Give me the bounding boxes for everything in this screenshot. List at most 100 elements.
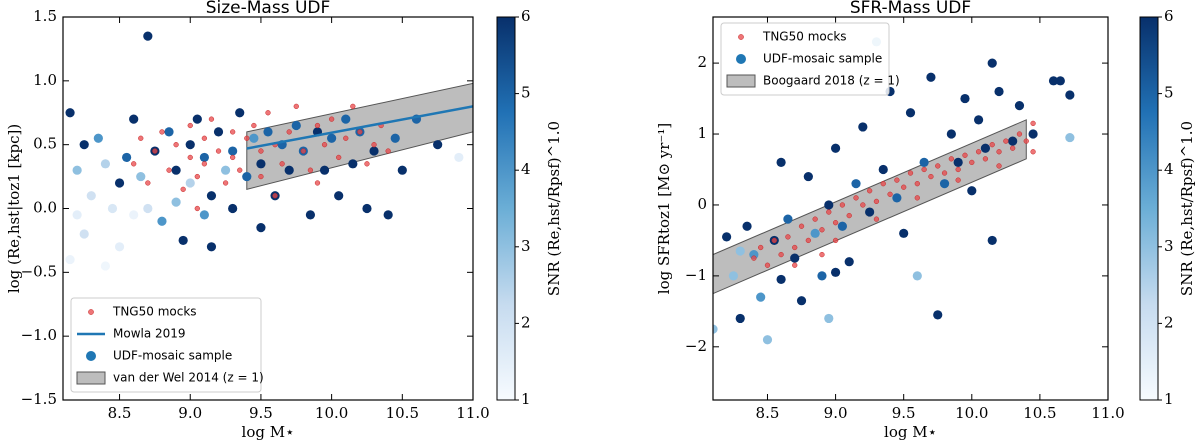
y-tick-label: 2	[697, 53, 707, 71]
legend-box	[70, 297, 262, 393]
tng-point	[328, 116, 335, 122]
tng-point	[798, 223, 805, 229]
y-tick-label: 1.0	[33, 71, 57, 89]
udf-point	[341, 114, 351, 124]
udf-point	[837, 221, 847, 231]
tng-point	[286, 129, 292, 135]
legend-marker	[738, 34, 744, 40]
udf-point	[713, 324, 718, 334]
udf-point	[65, 108, 75, 118]
colorbar-label: SNR (Re,hst/Rpsf)^1.0	[545, 121, 563, 296]
udf-point	[933, 310, 943, 320]
y-tick-label: 1	[697, 124, 707, 142]
legend: TNG50 mocks UDF-mosaic sample Boogaard 201…	[720, 22, 900, 96]
tng-point	[764, 262, 771, 268]
legend-box	[720, 22, 890, 96]
udf-point	[362, 203, 372, 214]
udf-point	[79, 140, 89, 150]
tng-point	[928, 173, 934, 180]
udf-point	[892, 193, 902, 203]
x-tick-label: 9.5	[892, 404, 916, 422]
tng-point	[1016, 131, 1023, 137]
tng-point	[839, 202, 846, 208]
x-tick-label: 10.5	[1023, 404, 1056, 422]
tng-point	[180, 186, 186, 193]
udf-point	[926, 72, 936, 82]
udf-point	[824, 313, 834, 324]
udf-point	[946, 129, 956, 139]
tng-point	[935, 163, 941, 169]
tng-point	[194, 205, 200, 212]
udf-point	[79, 229, 89, 239]
legend-marker	[736, 54, 746, 64]
tng-point	[1003, 138, 1009, 144]
tng-point	[215, 148, 222, 154]
tng-point	[1030, 149, 1036, 155]
udf-point	[100, 261, 111, 271]
tng-point	[914, 195, 920, 201]
udf-point	[905, 108, 916, 118]
colorbar	[1139, 16, 1159, 401]
udf-point	[919, 157, 929, 167]
tng-point	[194, 173, 200, 180]
udf-point	[742, 221, 752, 231]
y-tick-label: 0.0	[33, 199, 57, 217]
udf-point	[967, 186, 977, 196]
udf-point	[878, 164, 888, 175]
tng-point	[300, 148, 306, 154]
legend-label: Boogaard 2018 (z = 1)	[763, 74, 900, 88]
tng-point	[812, 216, 818, 222]
udf-point	[817, 271, 827, 281]
udf-point	[858, 122, 868, 132]
udf-point	[192, 114, 202, 124]
tng-point	[201, 135, 208, 141]
colorbar-tick-label: 4	[521, 160, 531, 178]
x-tick-label: 10.0	[315, 404, 348, 422]
udf-point	[327, 133, 337, 143]
y-tick-label: −0.5	[21, 262, 57, 280]
chart-title: Size-Mass UDF	[206, 0, 331, 18]
colorbar-tick-label: 3	[1164, 237, 1174, 255]
tng-point	[244, 135, 250, 141]
tng-point	[914, 181, 920, 187]
udf-point	[235, 108, 245, 118]
tng-point	[955, 166, 961, 173]
tng-point	[1023, 138, 1029, 144]
udf-point	[206, 191, 217, 201]
udf-point	[185, 140, 195, 150]
legend-label: TNG50 mocks	[112, 305, 197, 319]
tng-point	[975, 149, 982, 155]
udf-point	[1065, 90, 1075, 100]
udf-point	[865, 207, 875, 217]
legend-marker	[88, 309, 94, 315]
tng-point	[230, 154, 236, 161]
tng-point	[350, 103, 356, 110]
tng-point	[846, 212, 852, 219]
tng-point	[792, 262, 798, 268]
udf-point	[1048, 76, 1059, 86]
y-tick-label: 0.5	[33, 135, 57, 153]
tng-point	[996, 149, 1002, 155]
udf-point	[810, 228, 820, 238]
tng-point	[921, 166, 927, 173]
udf-point	[334, 191, 344, 201]
colorbar-tick-label: 2	[1164, 313, 1174, 331]
y-tick-label: −2	[685, 337, 707, 355]
udf-point	[114, 178, 125, 188]
tng-point	[907, 170, 914, 176]
tng-point	[159, 129, 165, 135]
tng-point	[982, 156, 989, 162]
udf-point	[803, 171, 813, 182]
y-axis-label: log SFRtoz1 [M⊙ yr⁻¹]	[655, 123, 673, 294]
udf-point	[220, 165, 231, 175]
tng-point	[948, 156, 955, 162]
x-tick-label: 8.5	[108, 404, 132, 422]
x-tick-label: 10.0	[955, 404, 988, 422]
tng-point	[314, 180, 321, 186]
tng-point	[166, 167, 172, 173]
legend-label: van der Wel 2014 (z = 1)	[113, 371, 264, 385]
udf-point	[980, 143, 991, 153]
udf-point	[164, 127, 174, 137]
udf-point	[129, 114, 139, 124]
